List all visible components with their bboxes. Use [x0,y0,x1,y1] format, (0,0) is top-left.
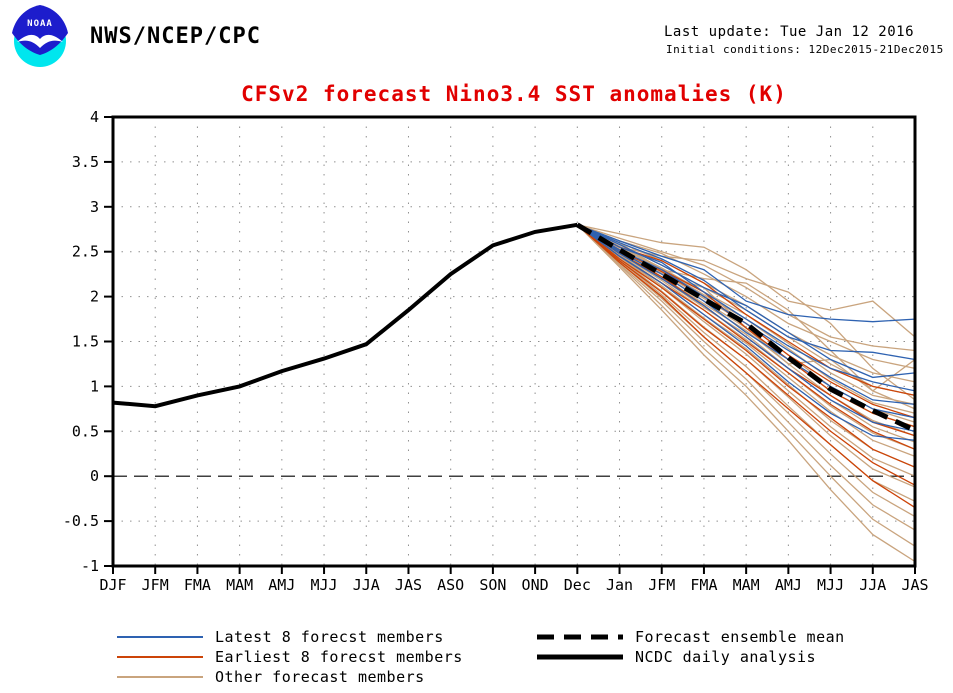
member-line [576,224,916,468]
x-tick-label: JJA [353,576,380,594]
legend-swatch-other-line [117,676,203,678]
last-update-text: Last update: Tue Jan 12 2016 [664,24,915,40]
x-tick-label: AMJ [268,576,295,594]
x-tick-label: Dec [564,576,591,594]
main-series-lines [112,222,917,433]
legend-label-other: Other forecast members [215,668,425,686]
member-line [576,224,916,531]
y-tick-label: 4 [90,108,99,126]
member-line [576,224,916,432]
member-line [577,224,916,392]
y-tick-label: 0 [90,467,99,485]
x-tick-label: MAM [733,576,760,594]
legend-item-earliest: Earliest 8 forecst members [115,647,463,667]
noaa-logo-text: NOAA [27,19,53,29]
member-line [576,224,916,468]
x-tick-label: FMA [690,576,717,594]
axis-ticks [104,116,916,574]
x-tick-label: FMA [184,576,211,594]
x-tick-label: AMJ [775,576,802,594]
member-line [577,224,916,361]
member-line [576,224,916,477]
x-tick-label: MJJ [817,576,844,594]
noaa-logo-sky [12,5,68,55]
member-line [577,224,916,352]
member-line [577,224,916,379]
chart-title: CFSv2 forecast Nino3.4 SST anomalies (K) [241,82,787,106]
legend-swatch-earliest-line [117,656,203,658]
member-line [576,224,916,547]
member-line [577,224,916,401]
x-tick-label: Jan [606,576,633,594]
x-tick-label: MJJ [311,576,338,594]
legend-swatch-mean-dashed-line [537,634,623,640]
member-line [576,224,916,563]
noaa-logo: NOAA [12,5,68,67]
x-tick-label: OND [522,576,549,594]
member-line [576,224,916,458]
gridlines [113,117,915,566]
legend-item-ncdc-analysis: NCDC daily analysis [535,647,816,667]
initial-conditions-text: Initial conditions: 12Dec2015-21Dec2015 [666,43,944,56]
x-tick-label: SON [479,576,506,594]
legend-label-ncdc-analysis: NCDC daily analysis [635,648,817,666]
member-line [576,224,916,441]
y-tick-label: 3 [90,198,99,216]
member-line [577,224,916,323]
x-tick-label: ASO [437,576,464,594]
seagull-icon [17,34,63,48]
x-tick-label: MAM [226,576,253,594]
legend-label-earliest: Earliest 8 forecst members [215,648,463,666]
legend-label-latest: Latest 8 forecst members [215,628,444,646]
member-line [577,224,916,338]
mean-line [576,222,917,433]
legend-item-other: Other forecast members [115,667,425,687]
y-tick-label: 2 [90,288,99,306]
y-tick-label: 2.5 [72,243,99,261]
y-tick-label: 1 [90,377,99,395]
y-tick-label: 1.5 [72,333,99,351]
legend-item-ensemble-mean: Forecast ensemble mean [535,627,845,647]
x-tick-label: DJF [99,576,126,594]
observed-line [112,222,578,409]
legend-swatch-latest-line [117,636,203,638]
org-title: NWS/NCEP/CPC [90,24,261,49]
y-tick-label: 3.5 [72,153,99,171]
member-line [576,224,916,509]
x-tick-label: JJA [859,576,886,594]
x-tick-label: JFM [648,576,675,594]
y-tick-label: -0.5 [63,512,99,530]
legend-label-ensemble-mean: Forecast ensemble mean [635,628,845,646]
member-line [576,224,916,486]
x-tick-label: JAS [901,576,928,594]
y-tick-label: 0.5 [72,422,99,440]
legend-swatch-ncdc-solid-line [537,654,623,660]
legend-item-latest: Latest 8 forecst members [115,627,444,647]
x-tick-label: JAS [395,576,422,594]
y-tick-label: -1 [81,557,99,575]
x-tick-label: JFM [142,576,169,594]
